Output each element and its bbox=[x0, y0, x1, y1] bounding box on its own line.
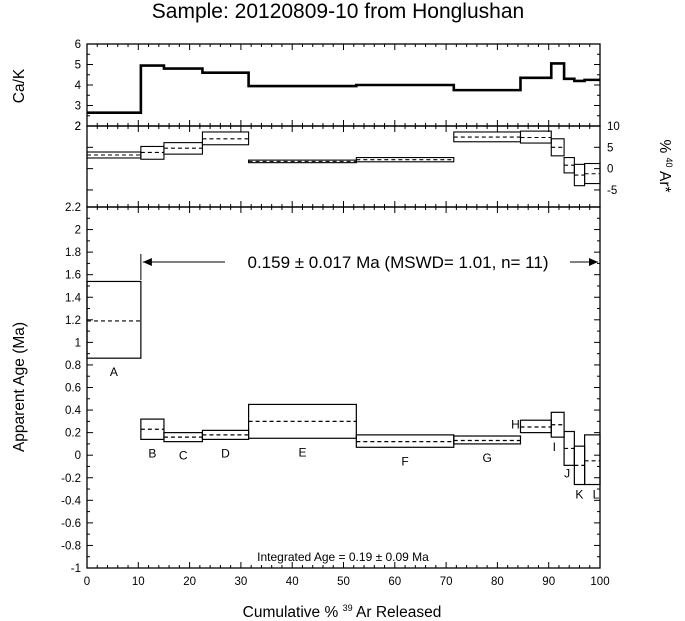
x-tick-label: 10 bbox=[132, 576, 145, 588]
x-tick-label: 30 bbox=[235, 576, 248, 588]
age-y-tick-label: 1.6 bbox=[65, 270, 81, 282]
ca-k-y-tick-label: 5 bbox=[75, 60, 81, 72]
integrated-age-label: Integrated Age = 0.19 ± 0.09 Ma bbox=[257, 550, 429, 564]
x-tick-label: 40 bbox=[286, 576, 299, 588]
age-step-label: H bbox=[511, 418, 520, 432]
ca-k-y-tick-label: 2 bbox=[75, 121, 81, 133]
age-step-label: G bbox=[482, 451, 491, 465]
radiogenic-panel-frame bbox=[86, 125, 601, 208]
ca-k-step-line bbox=[87, 62, 600, 114]
age-y-tick-label: 0.4 bbox=[65, 405, 82, 417]
plot-layer: 0 10 20 30 40 50 60 70 80 90 100234561050-522.221.… bbox=[61, 39, 620, 588]
age-y-tick-label: -0.6 bbox=[61, 518, 81, 530]
radiogenic-argon-axis-label: % 40 Ar* bbox=[656, 139, 679, 192]
x-axis-label-mass-number: 39 bbox=[343, 603, 353, 613]
age-y-tick-label: -0.2 bbox=[61, 473, 81, 485]
plateau-arrowhead-right bbox=[589, 258, 598, 266]
plateau-arrowhead-left bbox=[142, 258, 152, 266]
age-y-tick-label: -1 bbox=[71, 563, 81, 575]
age-y-tick-label: 2 bbox=[75, 225, 81, 237]
radiogenic-y-tick-label: -5 bbox=[607, 185, 617, 197]
ca-k-y-tick-label: 4 bbox=[75, 80, 82, 92]
x-axis-label-prefix: Cumulative % bbox=[243, 604, 339, 621]
ca-k-axis-label: Ca/K bbox=[11, 68, 28, 103]
age-step-label: L bbox=[593, 488, 600, 502]
x-tick-label: 100 bbox=[590, 576, 609, 588]
radiogenic-y-tick-label: 0 bbox=[607, 164, 613, 176]
age-step-box bbox=[584, 434, 601, 486]
age-step-label: F bbox=[401, 454, 408, 468]
radiogenic-symbol: Ar* bbox=[656, 171, 673, 193]
ca-k-y-tick-label: 3 bbox=[75, 101, 81, 113]
radiogenic-step-box bbox=[163, 142, 203, 155]
age-step-label: E bbox=[298, 445, 306, 459]
age-step-box bbox=[163, 432, 204, 443]
age-y-tick-label: -0.8 bbox=[61, 540, 81, 552]
x-tick-label: 50 bbox=[337, 576, 350, 588]
radiogenic-mass-number: 40 bbox=[664, 158, 674, 168]
x-axis-label: Cumulative % 39 Ar Released bbox=[243, 598, 442, 621]
ca-k-y-tick-label: 6 bbox=[75, 39, 81, 51]
age-y-tick-label: 1.8 bbox=[65, 247, 81, 259]
age-y-tick-label: 2.2 bbox=[65, 202, 81, 214]
x-tick-label: 0 bbox=[84, 576, 90, 588]
age-step-label: A bbox=[110, 365, 118, 379]
age-y-tick-label: 0.2 bbox=[65, 428, 81, 440]
shared-boundary-tick-label: 2 bbox=[75, 121, 81, 133]
plateau-age-label: 0.159 ± 0.017 Ma (MSWD= 1.01, n= 11) bbox=[247, 253, 548, 272]
x-tick-label: 70 bbox=[440, 576, 453, 588]
chart-title: Sample: 20120809-10 from Honglushan bbox=[152, 0, 524, 23]
age-step-label: D bbox=[221, 446, 230, 460]
age-step-label: C bbox=[179, 449, 188, 463]
age-y-tick-label: 0.8 bbox=[65, 360, 81, 372]
radiogenic-prefix: % bbox=[656, 139, 673, 153]
radiogenic-y-tick-label: 5 bbox=[607, 142, 613, 154]
age-y-tick-label: 0 bbox=[75, 450, 81, 462]
age-y-tick-label: 1.4 bbox=[65, 292, 82, 304]
apparent-age-axis-label: Apparent Age (Ma) bbox=[11, 322, 28, 452]
age-step-label: B bbox=[148, 446, 156, 460]
age-step-label: I bbox=[553, 440, 556, 454]
x-tick-label: 20 bbox=[183, 576, 196, 588]
age-step-label: K bbox=[575, 488, 583, 502]
age-y-tick-label: 1.2 bbox=[65, 315, 81, 327]
age-step-label: J bbox=[564, 466, 570, 480]
age-y-tick-label: -0.4 bbox=[61, 495, 81, 507]
x-axis-label-suffix: Ar Released bbox=[356, 604, 441, 621]
x-tick-label: 90 bbox=[542, 576, 555, 588]
radiogenic-y-tick-label: 10 bbox=[607, 121, 620, 133]
age-y-tick-label: 0.6 bbox=[65, 383, 81, 395]
age-step-box bbox=[86, 280, 142, 359]
x-tick-label: 60 bbox=[388, 576, 401, 588]
x-tick-label: 80 bbox=[491, 576, 504, 588]
age-y-tick-label: 1 bbox=[75, 337, 81, 349]
